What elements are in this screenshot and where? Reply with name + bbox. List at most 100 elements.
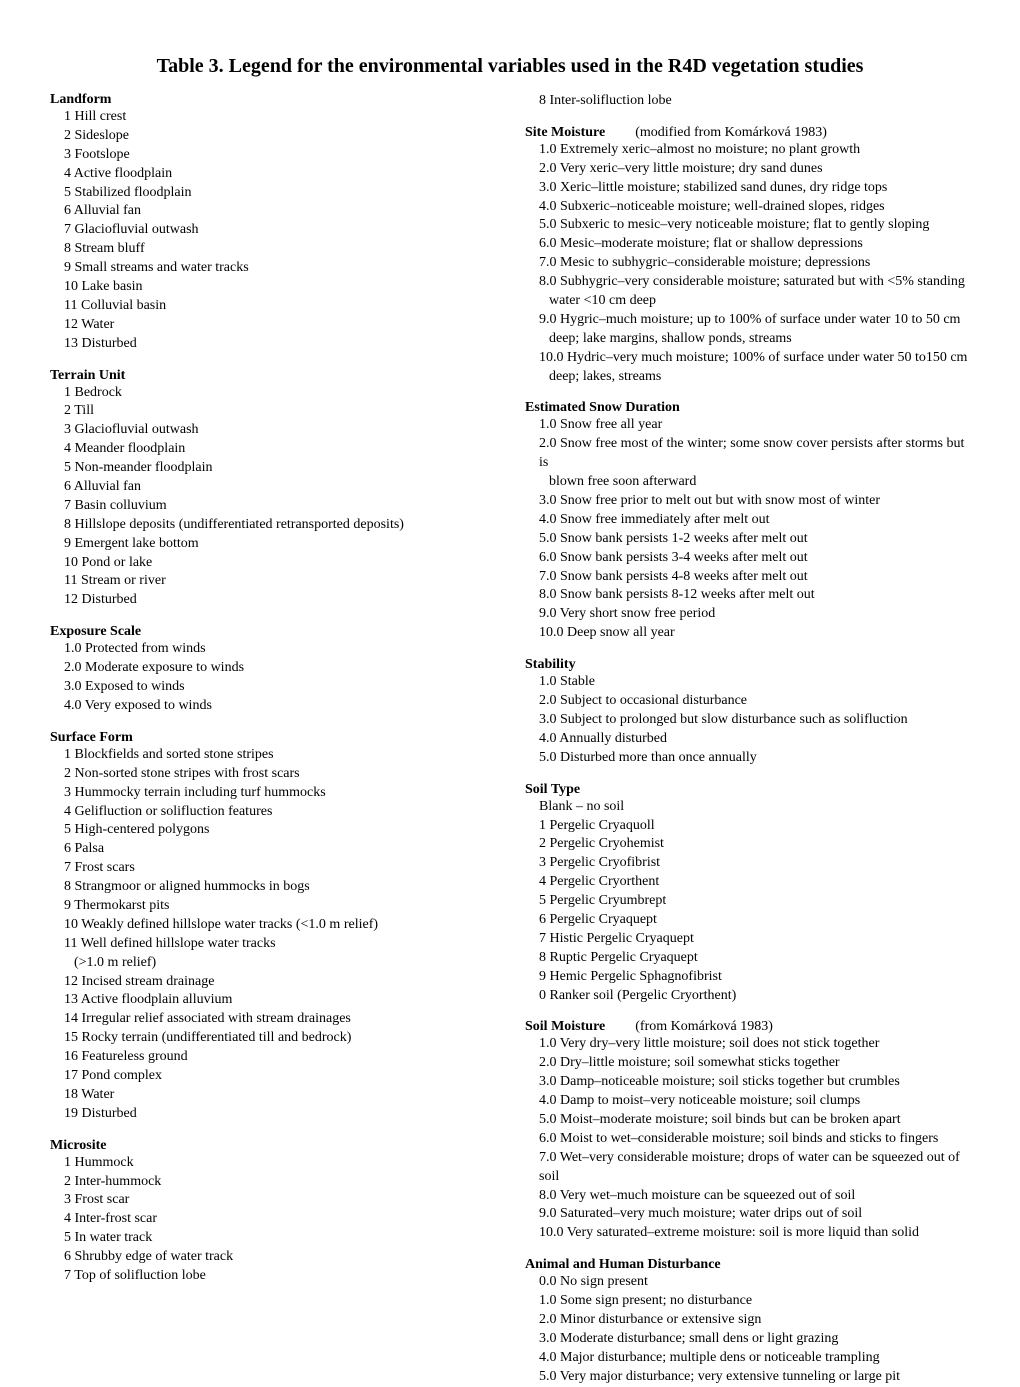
legend-item: 5.0 Moist–moderate moisture; soil binds … xyxy=(539,1111,970,1130)
legend-item: 4 Gelifluction or solifluction features xyxy=(64,803,495,822)
section-heading: Soil Type xyxy=(525,782,970,798)
item-text: Glaciofluvial outwash xyxy=(75,422,199,437)
item-text: Wet–very considerable moisture; drops of… xyxy=(539,1150,960,1184)
legend-item: 5 Stabilized floodplain xyxy=(64,184,495,203)
item-number: 13 xyxy=(64,992,81,1007)
item-text: Thermokarst pits xyxy=(74,898,169,913)
item-number: 8 xyxy=(64,517,75,532)
legend-item: 2.0 Subject to occasional disturbance xyxy=(539,692,970,711)
legend-item: 7.0 Wet–very considerable moisture; drop… xyxy=(539,1149,970,1187)
legend-item: 3 Hummocky terrain including turf hummoc… xyxy=(64,784,495,803)
legend-item: 19 Disturbed xyxy=(64,1105,495,1124)
item-text: Protected from winds xyxy=(85,641,206,656)
item-text: Inter-frost scar xyxy=(75,1211,158,1226)
item-text: Histic Pergelic Cryaquept xyxy=(550,931,694,946)
item-text: Stabilized floodplain xyxy=(75,185,192,200)
item-number: 5.0 xyxy=(539,531,560,546)
item-number: 6 xyxy=(64,841,75,856)
legend-item: 6.0 Moist to wet–considerable moisture; … xyxy=(539,1130,970,1149)
item-text: Pergelic Cryorthent xyxy=(550,874,660,889)
item-number: 8.0 xyxy=(539,1188,560,1203)
legend-item: 6 Pergelic Cryaquept xyxy=(539,911,970,930)
legend-section: Estimated Snow Duration1.0 Snow free all… xyxy=(525,400,970,643)
item-text: Hygric–much moisture; up to 100% of surf… xyxy=(560,312,960,327)
item-text: Annually disturbed xyxy=(559,731,667,746)
item-text: Palsa xyxy=(75,841,105,856)
item-number: 1.0 xyxy=(539,142,560,157)
item-number: 13 xyxy=(64,336,82,351)
item-number: 7 xyxy=(64,860,75,875)
legend-item: 9 Emergent lake bottom xyxy=(64,535,495,554)
item-text: Incised stream drainage xyxy=(82,974,215,989)
item-text: Very major disturbance; very extensive t… xyxy=(560,1369,900,1384)
legend-item: 2.0 Moderate exposure to winds xyxy=(64,659,495,678)
legend-item: 7.0 Snow bank persists 4-8 weeks after m… xyxy=(539,568,970,587)
item-text: Snow free prior to melt out but with sno… xyxy=(560,493,880,508)
item-number: 1.0 xyxy=(539,674,560,689)
item-number: 2 xyxy=(64,128,75,143)
item-text: Water xyxy=(81,317,114,332)
section-items: 1 Hill crest2 Sideslope3 Footslope4 Acti… xyxy=(50,108,495,354)
item-number: 5 xyxy=(64,1230,75,1245)
legend-item: 10 Lake basin xyxy=(64,278,495,297)
item-text: Moderate exposure to winds xyxy=(85,660,244,675)
legend-item: 11 Well defined hillslope water tracks xyxy=(64,935,495,954)
item-number: 11 xyxy=(64,298,81,313)
item-text: Disturbed xyxy=(82,592,137,607)
item-text: Non-sorted stone stripes with frost scar… xyxy=(75,766,300,781)
item-text: Shrubby edge of water track xyxy=(75,1249,234,1264)
item-number: 4.0 xyxy=(539,512,560,527)
item-number: 3.0 xyxy=(539,180,560,195)
item-number: 4 xyxy=(64,804,75,819)
item-number: 4 xyxy=(64,166,74,181)
item-number: 5 xyxy=(64,460,75,475)
legend-item: 3.0 Subject to prolonged but slow distur… xyxy=(539,711,970,730)
item-text: Ruptic Pergelic Cryaquept xyxy=(550,950,698,965)
item-number: 2.0 xyxy=(539,1312,560,1327)
legend-item: 6 Alluvial fan xyxy=(64,478,495,497)
item-number: 19 xyxy=(64,1106,82,1121)
item-number: 15 xyxy=(64,1030,82,1045)
legend-item: 12 Water xyxy=(64,316,495,335)
item-number: 8.0 xyxy=(539,274,560,289)
legend-item: 4.0 Subxeric–noticeable moisture; well-d… xyxy=(539,198,970,217)
item-number: 6 xyxy=(64,479,74,494)
section-items: 1.0 Stable2.0 Subject to occasional dist… xyxy=(525,673,970,767)
item-number: 2.0 xyxy=(539,693,560,708)
item-number: 1.0 xyxy=(539,417,560,432)
section-items: 1.0 Very dry–very little moisture; soil … xyxy=(525,1035,970,1243)
item-number: 7 xyxy=(64,498,75,513)
item-number: 4 xyxy=(64,1211,75,1226)
legend-item: 4 Pergelic Cryorthent xyxy=(539,873,970,892)
item-text: Water xyxy=(81,1087,114,1102)
item-number: 2.0 xyxy=(539,436,560,451)
right-column: 8 Inter-solifluction lobeSite Moisture(m… xyxy=(525,92,970,1387)
legend-section: Microsite1 Hummock2 Inter-hummock3 Frost… xyxy=(50,1138,495,1286)
legend-item: 9 Hemic Pergelic Sphagnofibrist xyxy=(539,968,970,987)
item-number: 4.0 xyxy=(539,1350,560,1365)
item-continuation: water <10 cm deep xyxy=(539,292,970,311)
two-column-layout: Landform1 Hill crest2 Sideslope3 Footslo… xyxy=(50,92,970,1387)
item-number: 7.0 xyxy=(539,255,560,270)
item-number: 10.0 xyxy=(539,1225,567,1240)
item-number: 3 xyxy=(64,1192,75,1207)
legend-item: 5 High-centered polygons xyxy=(64,821,495,840)
item-number: 1 xyxy=(539,818,550,833)
item-text: Snow bank persists 1-2 weeks after melt … xyxy=(560,531,808,546)
item-text: Some sign present; no disturbance xyxy=(560,1293,752,1308)
item-text: Xeric–little moisture; stabilized sand d… xyxy=(560,180,887,195)
section-heading: Animal and Human Disturbance xyxy=(525,1257,970,1273)
item-number: 1 xyxy=(64,1155,75,1170)
legend-item: 8 Inter-solifluction lobe xyxy=(525,92,970,111)
item-text: Inter-hummock xyxy=(75,1174,162,1189)
legend-item: 4 Inter-frost scar xyxy=(64,1210,495,1229)
item-text: Till xyxy=(74,403,94,418)
item-text: Dry–little moisture; soil somewhat stick… xyxy=(560,1055,840,1070)
item-text: Pergelic Cryaquept xyxy=(550,912,657,927)
item-text: Gelifluction or solifluction features xyxy=(75,804,273,819)
item-number: 8 xyxy=(64,241,75,256)
item-text: Top of solifluction lobe xyxy=(74,1268,206,1283)
section-heading: Terrain Unit xyxy=(50,368,495,384)
item-text: Snow bank persists 3-4 weeks after melt … xyxy=(560,550,808,565)
legend-item: 4 Active floodplain xyxy=(64,165,495,184)
